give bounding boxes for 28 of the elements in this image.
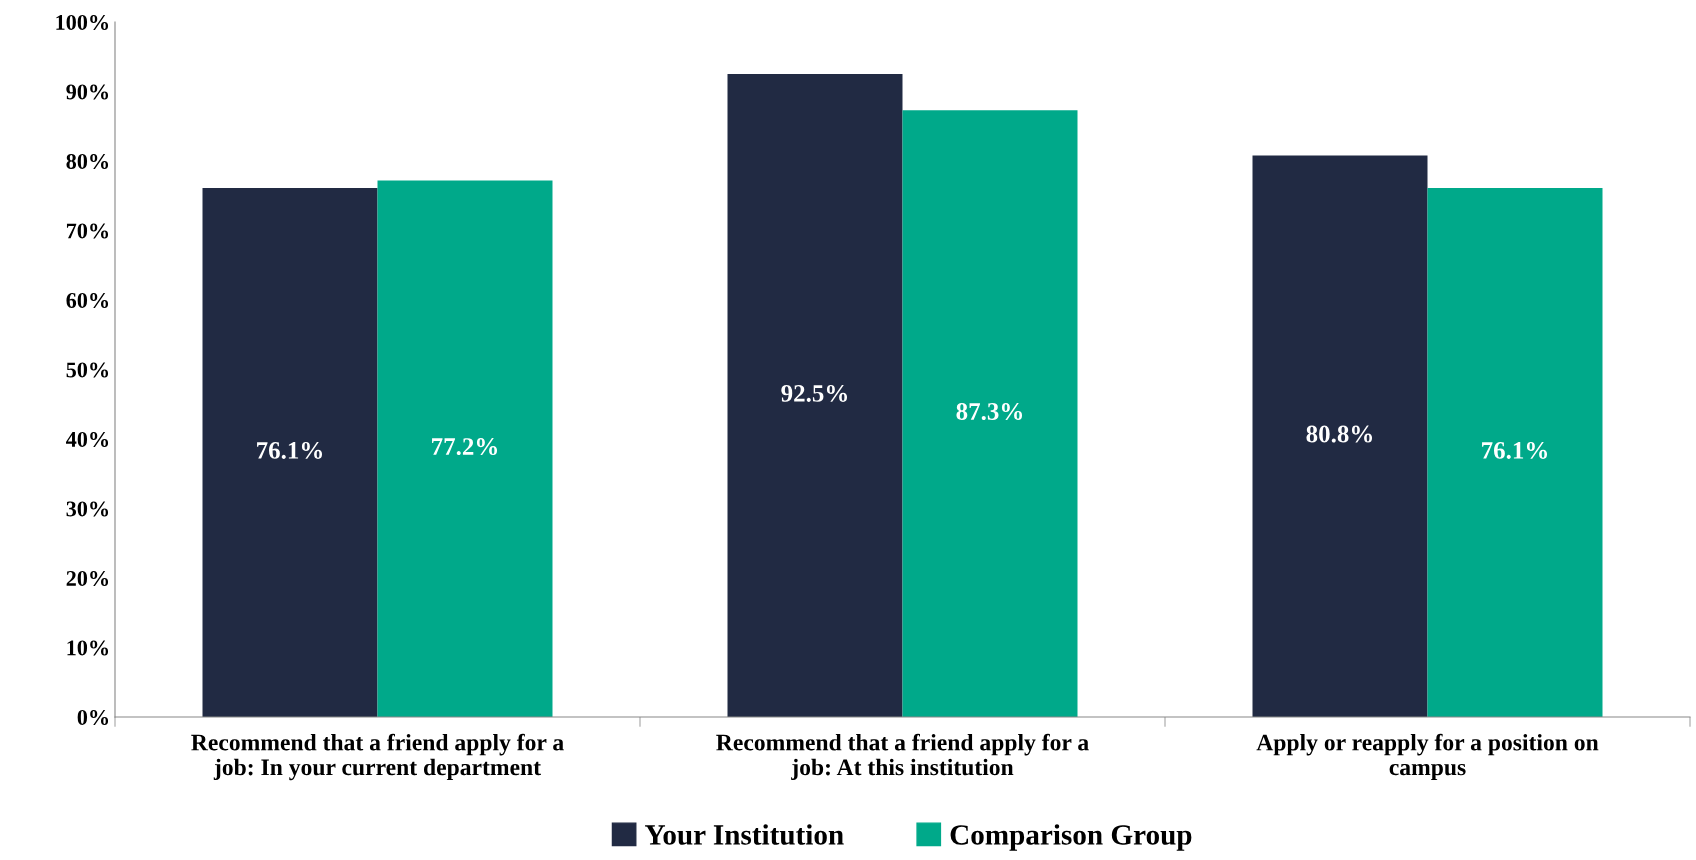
data-label: 76.1%	[257, 441, 323, 459]
y-tick-label: 10%	[67, 640, 109, 656]
x-tick-label: Recommend that a friend apply for a job: In your current department	[191, 733, 564, 781]
bar	[202, 188, 378, 717]
y-tick-label: 90%	[66, 84, 109, 100]
y-tick-label: 30%	[66, 501, 109, 517]
bar	[1252, 155, 1428, 717]
data-label: 87.3%	[956, 403, 1023, 420]
bar	[1427, 188, 1603, 717]
y-tick-label: 70%	[66, 223, 109, 239]
x-tick-label: Recommend that a friend apply for a job: At this institution	[716, 733, 1089, 781]
bar	[902, 110, 1078, 717]
data-label: 80.8%	[1306, 425, 1373, 443]
bar	[377, 180, 553, 717]
y-tick-label: 50%	[66, 362, 109, 378]
y-tick-label: 0%	[77, 709, 109, 725]
bar	[727, 74, 903, 717]
data-label: 76.1%	[1482, 441, 1548, 459]
legend-label: Comparison Group	[950, 824, 1192, 851]
y-tick-label: 100%	[56, 14, 109, 30]
y-tick-label: 20%	[66, 570, 109, 586]
x-tick-label: Apply or reapply for a position on campus	[1256, 733, 1599, 781]
y-tick-label: 40%	[66, 431, 109, 447]
y-tick-label: 60%	[66, 292, 109, 308]
legend-label: Your Institution	[645, 824, 844, 845]
data-label: 77.2%	[432, 438, 498, 456]
y-tick-label: 80%	[66, 153, 109, 169]
data-label: 92.5%	[781, 384, 848, 402]
